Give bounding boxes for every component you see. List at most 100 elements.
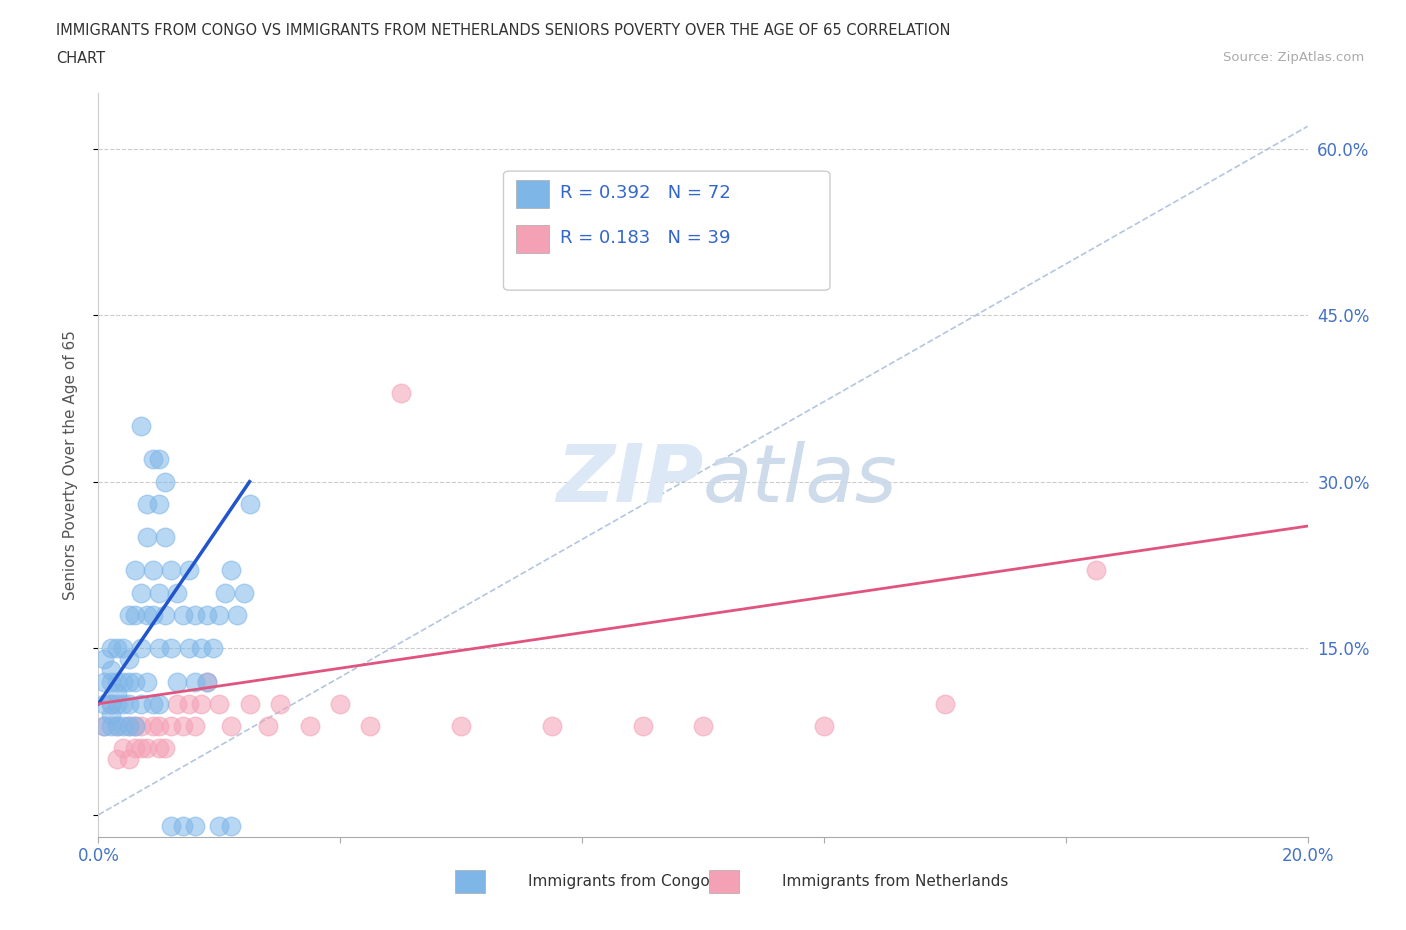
Text: atlas: atlas	[703, 441, 898, 519]
Point	[360, 719, 382, 734]
Point	[135, 674, 157, 689]
Point	[135, 530, 157, 545]
Point	[105, 697, 128, 711]
Point	[118, 697, 141, 711]
Point	[813, 719, 835, 734]
Point	[184, 818, 207, 833]
Point	[124, 674, 146, 689]
Point	[450, 719, 472, 734]
Point	[118, 674, 141, 689]
Point	[111, 674, 134, 689]
Text: IMMIGRANTS FROM CONGO VS IMMIGRANTS FROM NETHERLANDS SENIORS POVERTY OVER THE AG: IMMIGRANTS FROM CONGO VS IMMIGRANTS FROM…	[56, 23, 950, 38]
Point	[142, 452, 165, 467]
Point	[166, 585, 188, 600]
FancyBboxPatch shape	[456, 870, 485, 893]
Point	[111, 697, 134, 711]
Point	[124, 607, 146, 622]
Point	[160, 641, 183, 656]
Point	[105, 751, 128, 766]
Point	[631, 719, 654, 734]
Point	[172, 607, 194, 622]
Point	[179, 563, 201, 578]
Point	[179, 641, 201, 656]
Point	[148, 497, 170, 512]
Point	[142, 719, 165, 734]
Point	[100, 719, 122, 734]
Point	[100, 641, 122, 656]
Point	[129, 585, 152, 600]
Point	[208, 607, 231, 622]
Point	[142, 697, 165, 711]
Point	[148, 585, 170, 600]
Point	[148, 740, 170, 755]
Point	[142, 563, 165, 578]
Point	[135, 740, 157, 755]
Point	[148, 719, 170, 734]
Point	[195, 607, 218, 622]
Point	[124, 563, 146, 578]
Point	[129, 641, 152, 656]
Point	[105, 674, 128, 689]
Point	[934, 697, 956, 711]
Point	[118, 719, 141, 734]
Point	[172, 818, 194, 833]
Point	[100, 697, 122, 711]
Point	[160, 563, 183, 578]
Point	[184, 674, 207, 689]
Point	[124, 719, 146, 734]
Point	[389, 385, 412, 400]
Point	[129, 697, 152, 711]
Point	[184, 719, 207, 734]
Point	[93, 719, 115, 734]
Point	[105, 641, 128, 656]
Point	[256, 719, 278, 734]
FancyBboxPatch shape	[516, 180, 550, 208]
Point	[118, 751, 141, 766]
Point	[100, 697, 122, 711]
Point	[111, 719, 134, 734]
Point	[195, 674, 218, 689]
Point	[93, 652, 115, 667]
Point	[239, 497, 262, 512]
Point	[208, 697, 231, 711]
Point	[129, 740, 152, 755]
Point	[226, 607, 249, 622]
Point	[179, 697, 201, 711]
Point	[221, 818, 243, 833]
Point	[172, 719, 194, 734]
Point	[100, 674, 122, 689]
Point	[221, 563, 243, 578]
Point	[105, 719, 128, 734]
Text: Immigrants from Congo: Immigrants from Congo	[527, 874, 710, 889]
Point	[208, 818, 231, 833]
Y-axis label: Seniors Poverty Over the Age of 65: Seniors Poverty Over the Age of 65	[63, 330, 77, 600]
Point	[118, 607, 141, 622]
Point	[166, 674, 188, 689]
Point	[195, 674, 218, 689]
Point	[160, 719, 183, 734]
FancyBboxPatch shape	[709, 870, 740, 893]
Point	[184, 607, 207, 622]
Point	[329, 697, 352, 711]
Point	[124, 740, 146, 755]
Text: R = 0.392   N = 72: R = 0.392 N = 72	[561, 184, 731, 203]
Point	[148, 697, 170, 711]
Point	[105, 685, 128, 700]
Point	[221, 719, 243, 734]
Point	[269, 697, 291, 711]
Point	[93, 719, 115, 734]
Point	[160, 818, 183, 833]
Text: R = 0.183   N = 39: R = 0.183 N = 39	[561, 229, 731, 247]
Point	[129, 418, 152, 433]
Point	[93, 674, 115, 689]
Point	[124, 719, 146, 734]
Point	[1085, 563, 1108, 578]
FancyBboxPatch shape	[516, 225, 550, 253]
Point	[100, 663, 122, 678]
Text: Source: ZipAtlas.com: Source: ZipAtlas.com	[1223, 51, 1364, 64]
Point	[153, 474, 176, 489]
Point	[111, 740, 134, 755]
Point	[153, 607, 176, 622]
Text: Immigrants from Netherlands: Immigrants from Netherlands	[782, 874, 1008, 889]
Point	[148, 641, 170, 656]
